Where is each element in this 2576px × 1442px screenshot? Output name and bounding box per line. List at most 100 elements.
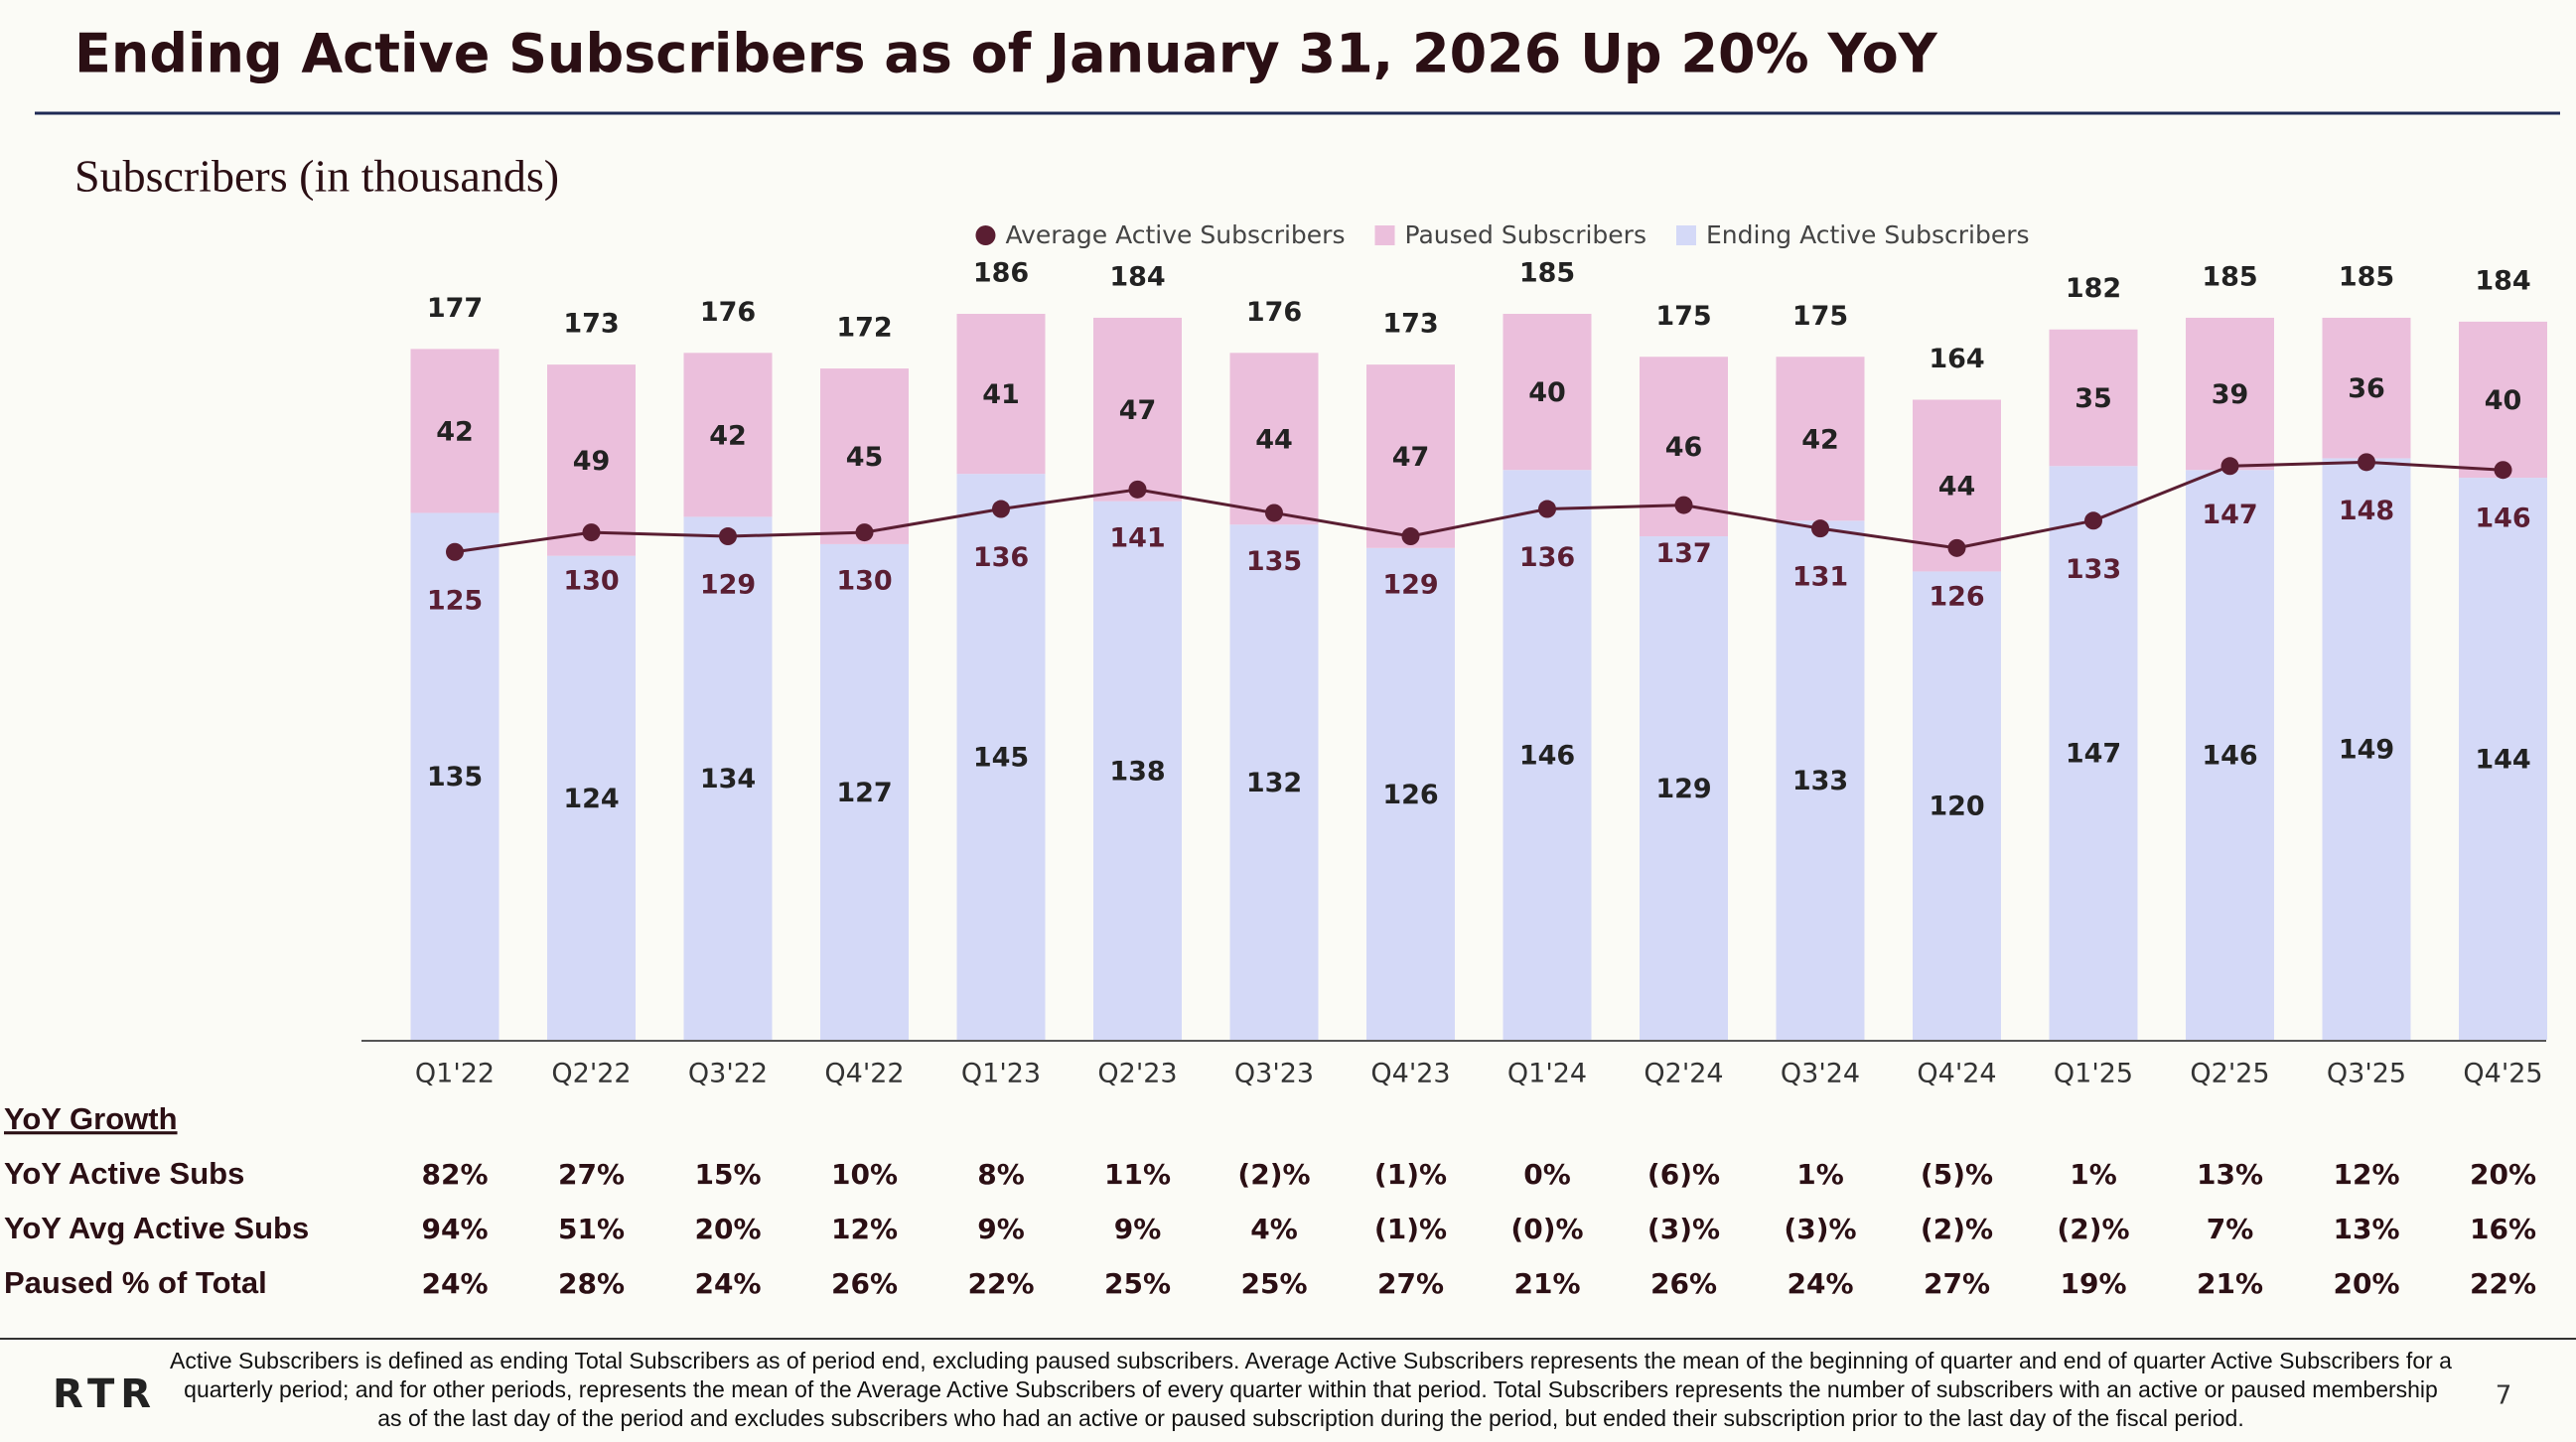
table-cell: 20% xyxy=(2333,1267,2399,1300)
table-cell: 13% xyxy=(2333,1213,2399,1245)
bar-segment xyxy=(1503,470,1592,1041)
bar-value-label: 135 xyxy=(427,762,483,793)
x-tick-label: Q2'22 xyxy=(551,1059,631,1089)
line-value-label: 137 xyxy=(1655,538,1711,569)
table-cell: 94% xyxy=(421,1213,488,1245)
bar-value-label: 49 xyxy=(573,446,611,477)
line-point xyxy=(1401,527,1420,546)
x-tick-label: Q1'23 xyxy=(961,1059,1041,1089)
line-value-label: 131 xyxy=(1792,562,1848,593)
total-label: 185 xyxy=(2339,261,2394,292)
total-label: 177 xyxy=(427,293,483,324)
total-label: 184 xyxy=(2475,265,2530,296)
bar-segment xyxy=(683,516,773,1040)
table-row-label: YoY Avg Active Subs xyxy=(4,1211,309,1245)
bar-segment xyxy=(1640,536,1728,1040)
table-title: YoY Growth xyxy=(4,1101,178,1136)
table-cell: 27% xyxy=(558,1158,625,1191)
legend-swatch xyxy=(1374,225,1395,245)
legend-label: Ending Active Subscribers xyxy=(1706,220,2030,249)
table-cell: 26% xyxy=(1650,1267,1717,1300)
bar-value-label: 47 xyxy=(1119,395,1157,426)
table-cell: 24% xyxy=(1787,1267,1853,1300)
bar-value-label: 134 xyxy=(700,764,756,794)
x-tick-label: Q2'25 xyxy=(2190,1059,2269,1089)
bar-value-label: 138 xyxy=(1109,756,1165,787)
x-tick-label: Q2'23 xyxy=(1097,1059,1177,1089)
bar-value-label: 40 xyxy=(2485,385,2522,416)
bar-segment xyxy=(2322,458,2411,1040)
bar-value-label: 124 xyxy=(563,784,619,814)
bar-value-label: 147 xyxy=(2066,739,2121,770)
bar-segment xyxy=(2049,466,2138,1040)
bar-segment xyxy=(547,555,636,1040)
total-label: 184 xyxy=(1109,261,1165,292)
table-cell: 24% xyxy=(421,1267,488,1300)
bar-value-label: 47 xyxy=(1392,442,1430,473)
bar-segment xyxy=(1093,317,1182,502)
line-value-label: 130 xyxy=(836,566,892,597)
bar-value-label: 144 xyxy=(2475,745,2530,776)
bar-segment xyxy=(2049,329,2138,467)
bar-segment xyxy=(410,349,500,513)
bar-value-label: 41 xyxy=(982,379,1020,410)
table-cell: 12% xyxy=(831,1213,898,1245)
bar-value-label: 145 xyxy=(973,743,1029,774)
table-cell: 9% xyxy=(977,1213,1025,1245)
table-cell: 27% xyxy=(1377,1267,1444,1300)
line-value-label: 136 xyxy=(973,542,1029,573)
bar-value-label: 132 xyxy=(1246,768,1302,798)
x-tick-label: Q2'24 xyxy=(1644,1059,1723,1089)
table-cell: (1)% xyxy=(1374,1213,1447,1245)
legend-swatch xyxy=(975,225,996,245)
line-value-label: 135 xyxy=(1246,546,1302,577)
page-number: 7 xyxy=(2496,1381,2512,1411)
bar-value-label: 39 xyxy=(2212,379,2249,410)
table-cell: (2)% xyxy=(1237,1158,1310,1191)
x-tick-label: Q4'24 xyxy=(1917,1059,1996,1089)
x-tick-label: Q4'22 xyxy=(824,1059,904,1089)
table-cell: 22% xyxy=(2470,1267,2536,1300)
table-cell: (5)% xyxy=(1921,1158,1993,1191)
total-label: 186 xyxy=(973,258,1029,289)
total-label: 185 xyxy=(2202,261,2257,292)
table-cell: (3)% xyxy=(1784,1213,1856,1245)
total-label: 164 xyxy=(1929,344,1984,374)
line-value-label: 136 xyxy=(1519,542,1575,573)
table-cell: 13% xyxy=(2197,1158,2263,1191)
bar-segment xyxy=(956,314,1046,475)
bar-segment xyxy=(1776,357,1865,521)
bar-segment xyxy=(1229,353,1319,525)
table-cell: 9% xyxy=(1114,1213,1162,1245)
line-value-label: 126 xyxy=(1929,581,1984,612)
total-label: 176 xyxy=(700,297,756,328)
bar-value-label: 42 xyxy=(1801,424,1839,455)
bar-value-label: 146 xyxy=(1519,741,1575,772)
bar-value-label: 146 xyxy=(2202,741,2257,772)
table-row-label: Paused % of Total xyxy=(4,1265,267,1300)
bar-segment xyxy=(2459,321,2547,479)
x-tick-label: Q3'22 xyxy=(688,1059,768,1089)
bar-value-label: 42 xyxy=(436,416,474,447)
table-cell: 82% xyxy=(421,1158,488,1191)
table-cell: 16% xyxy=(2470,1213,2536,1245)
table-cell: 24% xyxy=(694,1267,761,1300)
table-cell: 20% xyxy=(694,1213,761,1245)
bar-segment xyxy=(2322,317,2411,459)
line-value-label: 148 xyxy=(2339,496,2394,526)
legend-label: Average Active Subscribers xyxy=(1005,220,1345,249)
total-label: 176 xyxy=(1246,297,1302,328)
line-value-label: 129 xyxy=(700,570,756,601)
line-value-label: 129 xyxy=(1382,570,1438,601)
bar-segment xyxy=(820,543,909,1040)
table-cell: 22% xyxy=(967,1267,1034,1300)
line-point xyxy=(1811,519,1829,538)
bar-segment xyxy=(1776,520,1865,1040)
total-label: 173 xyxy=(1382,309,1438,340)
total-label: 175 xyxy=(1792,301,1848,332)
total-label: 172 xyxy=(836,313,892,344)
bar-segment xyxy=(1366,547,1455,1040)
bar-segment xyxy=(1366,364,1455,548)
table-cell: 7% xyxy=(2207,1213,2254,1245)
